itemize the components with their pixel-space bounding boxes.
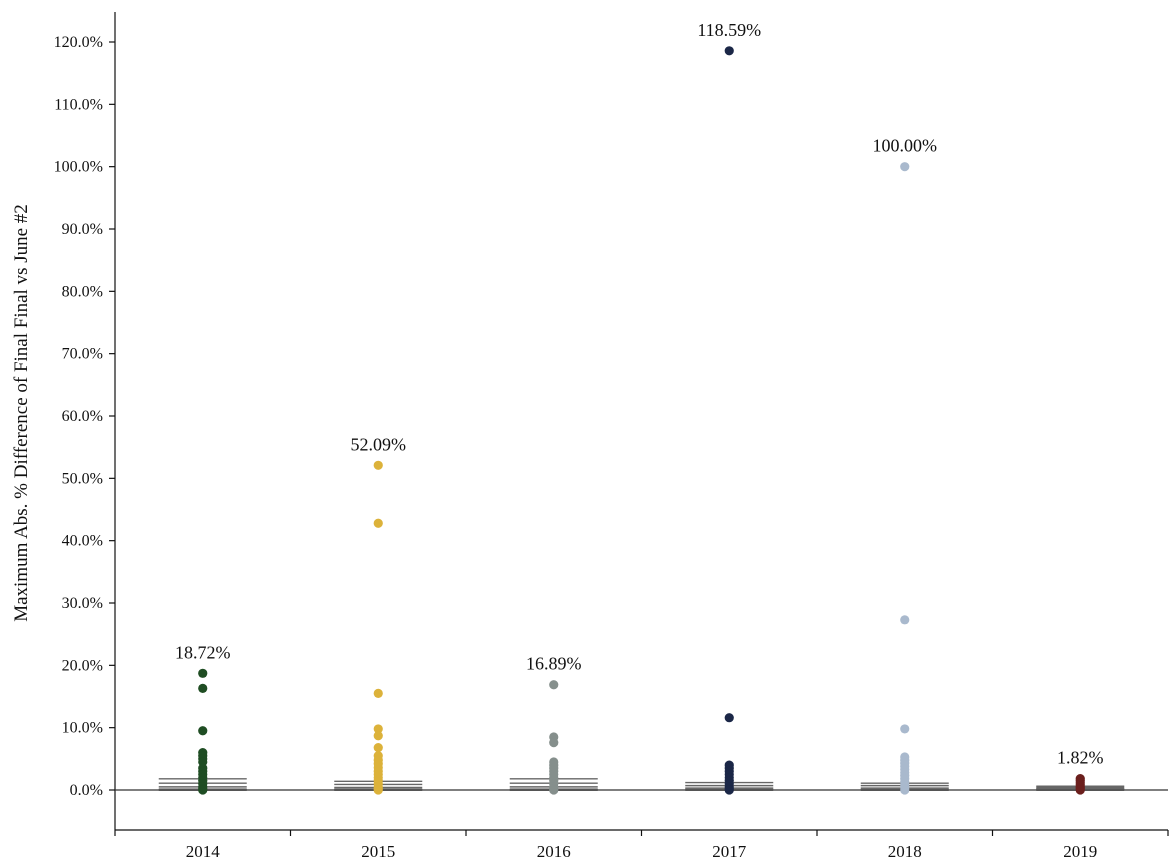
data-point xyxy=(198,785,208,795)
data-point xyxy=(373,743,383,753)
y-tick-label: 80.0% xyxy=(62,283,103,300)
data-point xyxy=(373,724,383,734)
data-point xyxy=(373,688,383,698)
data-point xyxy=(373,460,383,470)
max-value-labels: 18.72% 52.09% 16.89% 118.59% 100.00% 1.82% xyxy=(175,20,1104,768)
max-value-label: 16.89% xyxy=(526,654,582,674)
y-tick-label: 110.0% xyxy=(54,96,103,113)
y-tick-label: 120.0% xyxy=(54,34,103,51)
y-tick-label: 30.0% xyxy=(62,595,103,612)
data-points xyxy=(198,46,1085,795)
x-category-label: 2017 xyxy=(712,842,747,861)
x-axis-categories: 2014 2015 2016 2017 2018 2019 xyxy=(114,830,1169,861)
y-axis-title: Maximum Abs. % Difference of Final Final… xyxy=(11,204,32,622)
data-point xyxy=(900,724,910,734)
y-tick-label: 90.0% xyxy=(62,221,103,238)
max-value-label: 18.72% xyxy=(175,642,231,662)
y-tick-label: 100.0% xyxy=(54,159,103,176)
data-point xyxy=(900,785,910,795)
x-category-label: 2015 xyxy=(361,842,395,861)
y-tick-label: 20.0% xyxy=(62,657,103,674)
data-point xyxy=(373,518,383,528)
data-point xyxy=(549,785,559,795)
data-point xyxy=(373,731,383,741)
y-tick-label: 0.0% xyxy=(70,782,103,799)
y-axis-ticks: 0.0% 10.0% 20.0% 30.0% 40.0% 50.0% 60.0% 70.0% 8… xyxy=(54,34,115,799)
box-summaries xyxy=(158,778,1125,791)
data-point xyxy=(1075,785,1085,795)
data-point xyxy=(198,683,208,693)
max-value-label: 118.59% xyxy=(697,20,761,40)
data-point xyxy=(549,680,559,690)
y-tick-label: 70.0% xyxy=(62,346,103,363)
data-point xyxy=(724,713,734,723)
y-tick-label: 50.0% xyxy=(62,470,103,487)
max-value-label: 1.82% xyxy=(1057,748,1104,768)
data-point xyxy=(373,785,383,795)
data-point xyxy=(198,726,208,736)
data-point xyxy=(549,738,559,748)
axes xyxy=(114,12,1168,831)
data-point xyxy=(724,785,734,795)
data-point xyxy=(900,615,910,625)
y-tick-label: 40.0% xyxy=(62,533,103,550)
data-point xyxy=(198,668,208,678)
max-value-label: 52.09% xyxy=(351,434,407,454)
data-point xyxy=(724,46,734,56)
data-point xyxy=(900,162,910,172)
y-tick-label: 10.0% xyxy=(62,720,103,737)
x-category-label: 2016 xyxy=(537,842,571,861)
x-category-label: 2018 xyxy=(888,842,922,861)
x-category-label: 2019 xyxy=(1063,842,1097,861)
x-category-label: 2014 xyxy=(186,842,221,861)
max-value-label: 100.00% xyxy=(873,136,938,156)
y-tick-label: 60.0% xyxy=(62,408,103,425)
